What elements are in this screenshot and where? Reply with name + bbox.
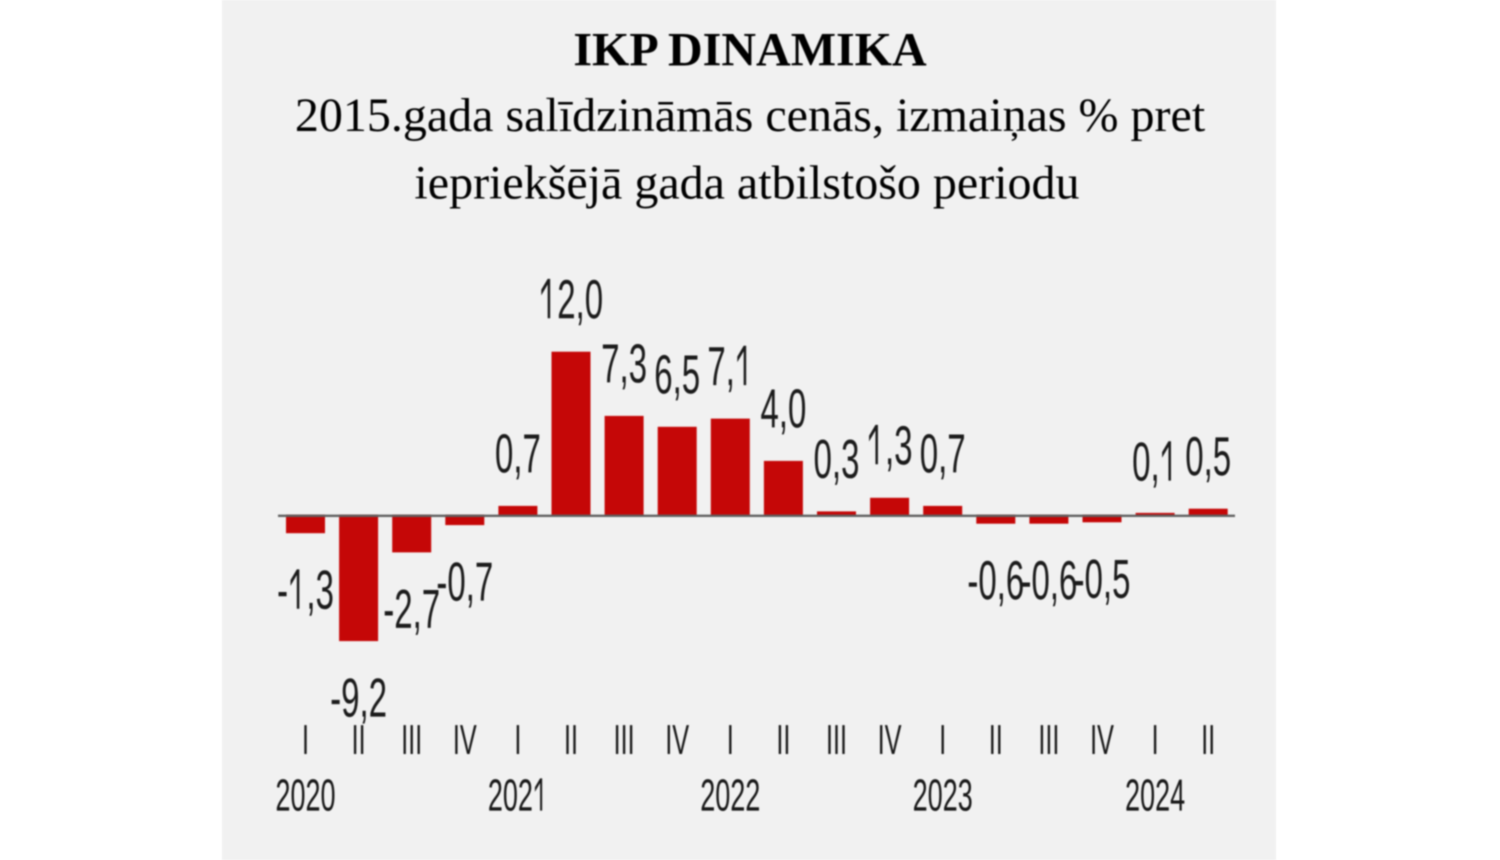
- svg-text:IKP DINAMIKA: IKP DINAMIKA: [573, 24, 927, 77]
- svg-text:iepriekšējā gada atbilstošo pe: iepriekšējā gada atbilstošo periodu: [414, 157, 1079, 210]
- svg-text:2015.gada salīdzināmās cenās,: 2015.gada salīdzināmās cenās, izmaiņas %…: [295, 89, 1206, 142]
